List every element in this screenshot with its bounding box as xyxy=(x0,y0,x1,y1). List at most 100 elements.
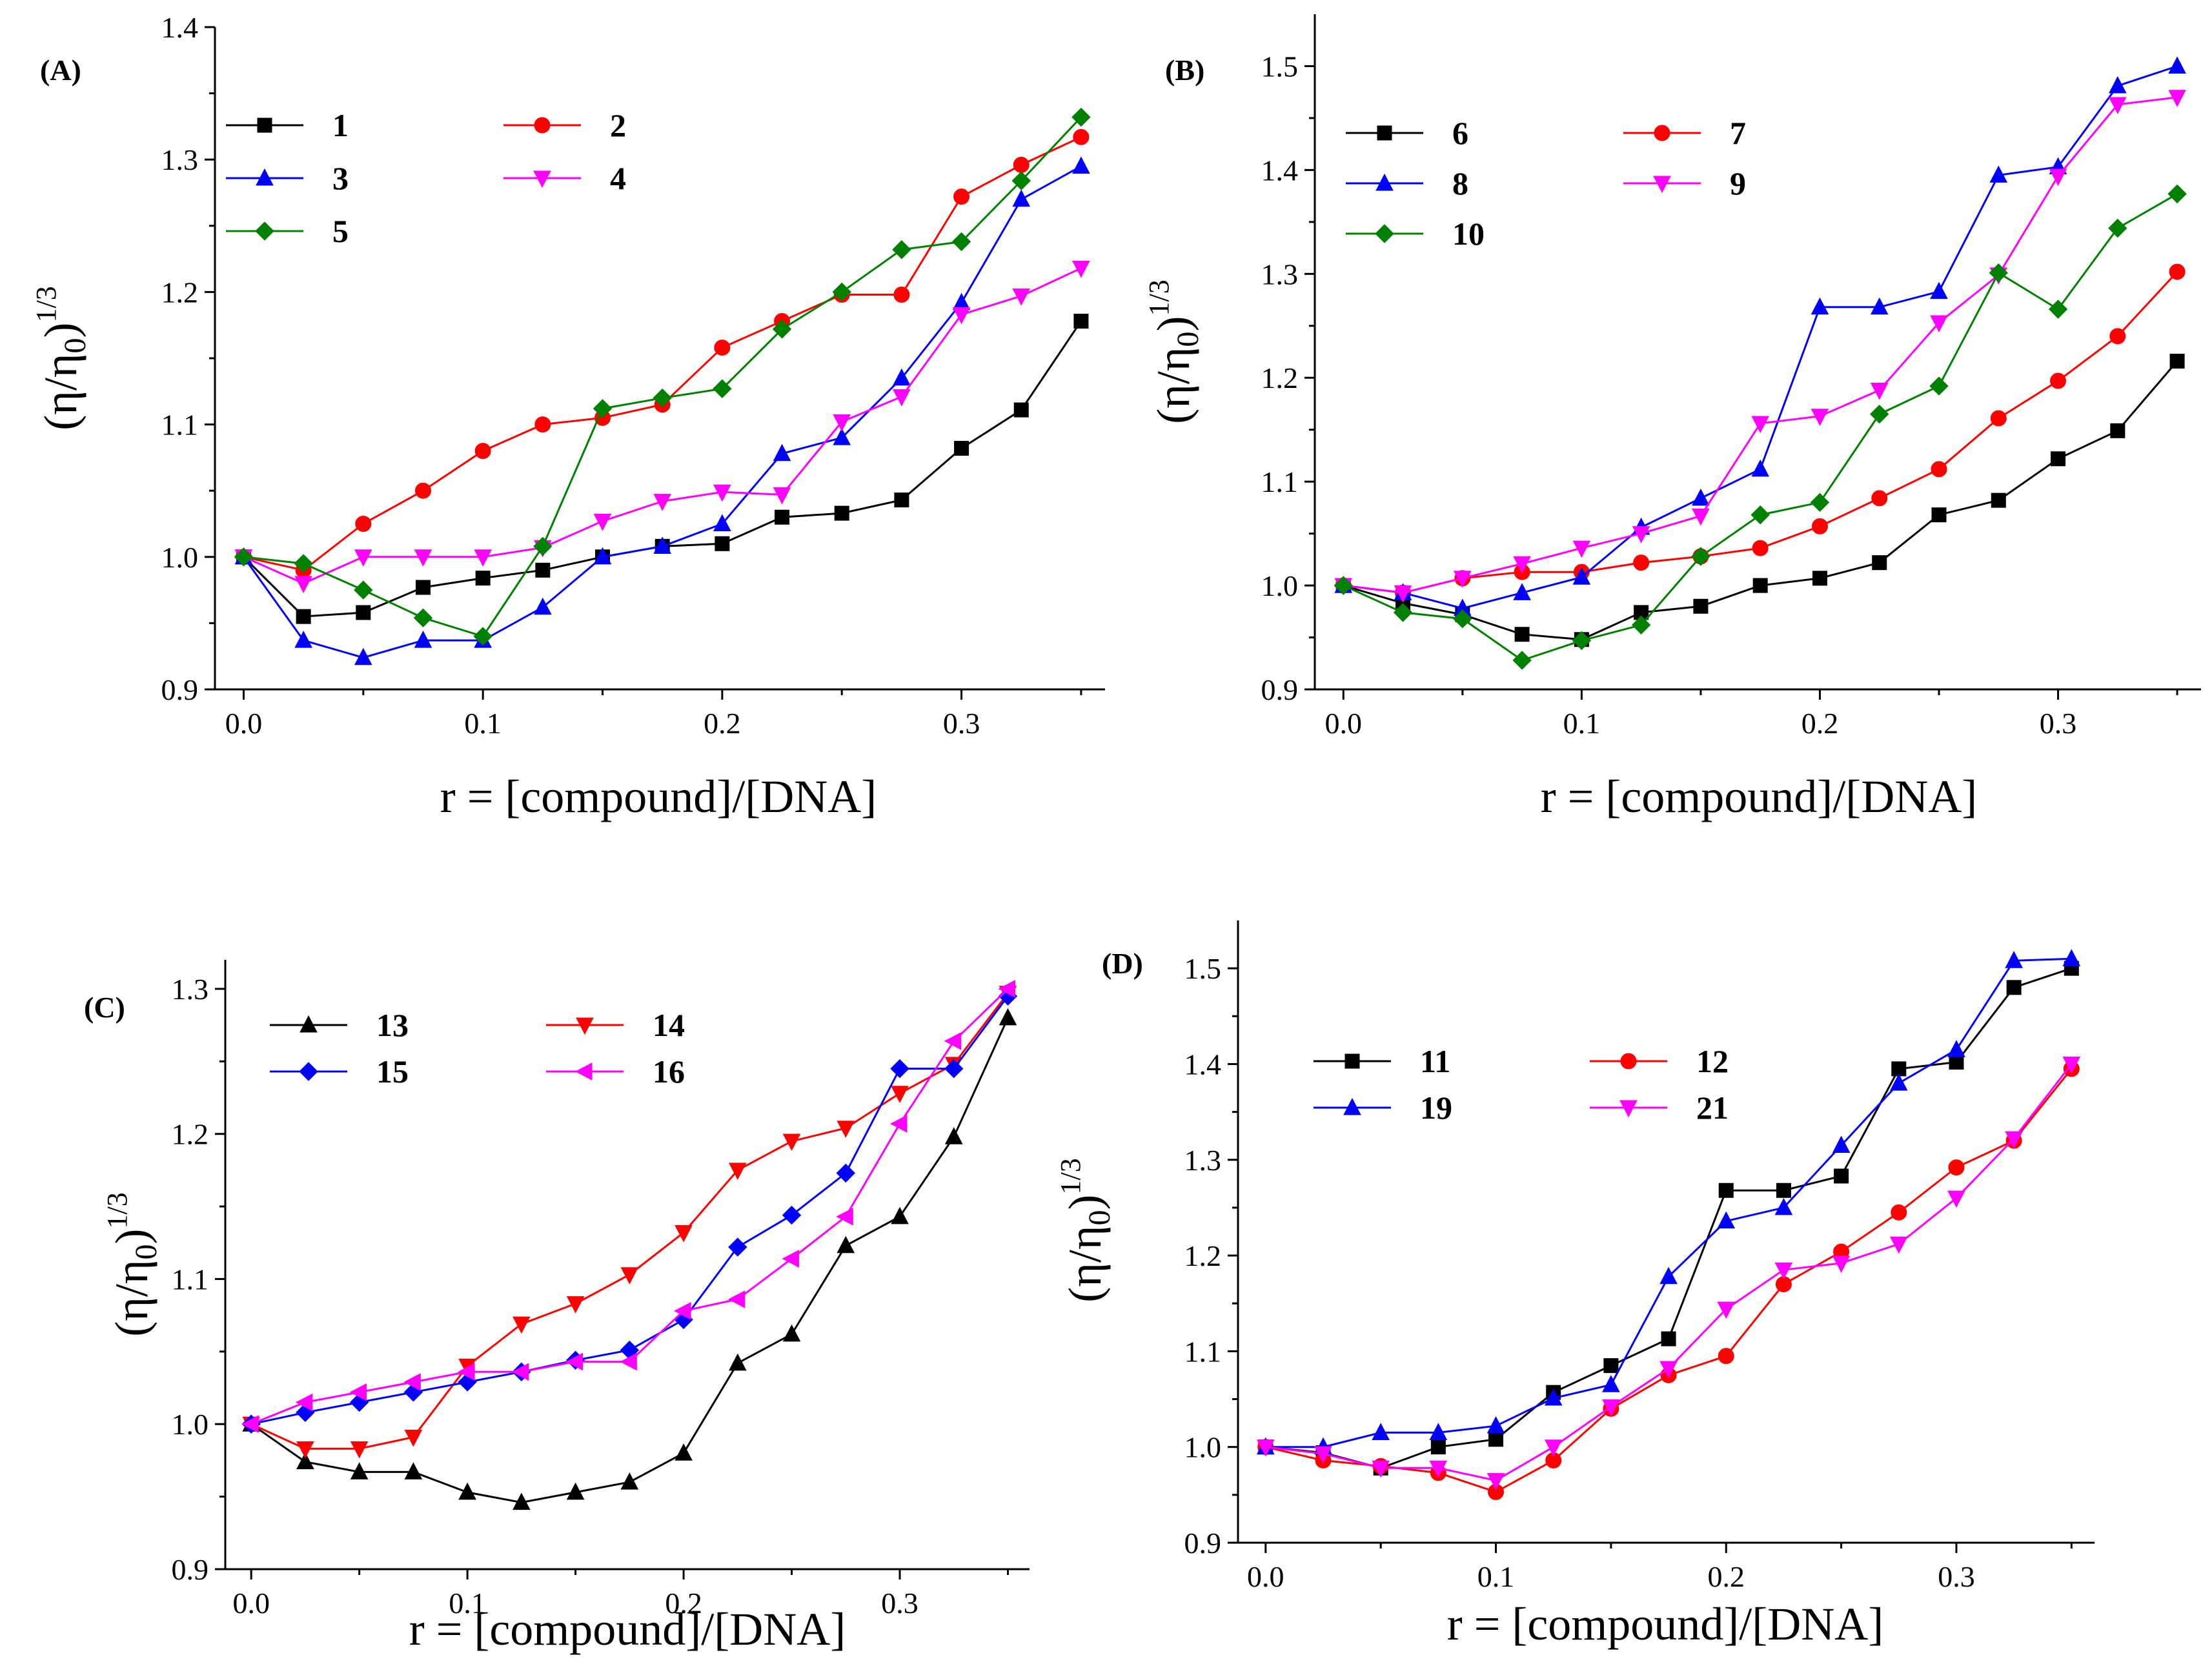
y-axis-title-superscript: 1/3 xyxy=(1143,279,1175,316)
data-point-3 xyxy=(653,536,672,554)
legend-item-1: 1 xyxy=(226,107,349,143)
data-point-3 xyxy=(893,368,911,386)
chart-panel-d: 0.0 0.1 0.2 0.3 0.9 1.0 1.1 1.2 1.3 1.4 1.5 (D) 11 12… xyxy=(1055,920,2095,1650)
data-point-21 xyxy=(2062,1056,2081,1074)
data-point-5 xyxy=(413,608,433,627)
legend-item-7: 7 xyxy=(1623,115,1746,151)
x-tick-label: 0.3 xyxy=(1938,1560,1975,1593)
panel-label: (A) xyxy=(40,54,81,86)
data-point-13 xyxy=(350,1462,369,1479)
legend-item-15: 15 xyxy=(270,1053,409,1090)
legend-marker xyxy=(1619,1100,1638,1118)
data-point-14 xyxy=(296,1441,314,1459)
data-point-2 xyxy=(355,516,372,532)
x-tick-label: 0.1 xyxy=(1477,1560,1515,1593)
y-tick-label: 1.1 xyxy=(1184,1335,1222,1368)
series-21 xyxy=(1256,1056,2081,1490)
data-point-7 xyxy=(1871,490,1888,507)
data-point-16 xyxy=(836,1208,853,1226)
y-tick-label: 1.2 xyxy=(172,1118,209,1151)
data-point-21 xyxy=(1256,1439,1275,1457)
legend-label: 5 xyxy=(332,213,349,249)
data-point-6 xyxy=(1991,493,2006,508)
x-tick-label: 0.2 xyxy=(1801,707,1839,740)
data-point-10 xyxy=(1691,547,1710,566)
data-point-10 xyxy=(1989,263,2008,283)
data-point-6 xyxy=(2051,451,2066,467)
data-point-19 xyxy=(1774,1197,1793,1215)
legend-marker xyxy=(533,170,551,188)
legend-marker xyxy=(1377,125,1392,141)
data-point-2 xyxy=(1013,156,1030,173)
data-point-14 xyxy=(404,1429,423,1447)
data-point-9 xyxy=(1454,571,1472,588)
y-tick-label: 1.3 xyxy=(161,143,199,176)
data-point-8 xyxy=(1811,297,1829,315)
data-point-11 xyxy=(1488,1432,1504,1447)
data-point-1 xyxy=(1073,314,1089,329)
data-point-13 xyxy=(404,1462,423,1479)
legend-label: 15 xyxy=(376,1053,409,1090)
y-tick-label: 1.4 xyxy=(161,11,199,44)
data-point-5 xyxy=(1071,107,1091,127)
data-point-9 xyxy=(1751,416,1770,434)
data-point-9 xyxy=(1513,556,1531,574)
data-point-5 xyxy=(713,379,732,398)
y-tick-label: 1.5 xyxy=(1184,952,1222,985)
data-point-2 xyxy=(415,482,432,499)
data-point-8 xyxy=(2108,76,2127,94)
data-point-6 xyxy=(2169,353,2185,369)
data-point-5 xyxy=(533,536,553,556)
data-point-15 xyxy=(890,1059,909,1079)
legend-label: 8 xyxy=(1452,165,1468,201)
data-point-19 xyxy=(2062,949,2081,966)
series-3 xyxy=(234,156,1090,665)
data-point-1 xyxy=(834,505,849,521)
legend-label: 7 xyxy=(1730,115,1746,151)
data-point-7 xyxy=(1931,461,1947,478)
y-axis-title-subscript: 0 xyxy=(129,1244,163,1259)
data-point-11 xyxy=(1603,1358,1619,1374)
data-point-10 xyxy=(1453,609,1472,629)
data-point-16 xyxy=(674,1302,691,1320)
data-point-5 xyxy=(1011,171,1031,190)
data-point-14 xyxy=(512,1316,531,1334)
legend-label: 13 xyxy=(376,1007,409,1043)
y-axis-title-close: ) xyxy=(1059,1194,1111,1210)
data-point-13 xyxy=(891,1206,909,1224)
data-point-13 xyxy=(999,1008,1017,1026)
data-point-4 xyxy=(294,576,312,593)
data-point-3 xyxy=(294,630,312,648)
x-axis-title: r = [compound]/[DNA] xyxy=(1447,1598,1883,1650)
x-tick-label: 0.3 xyxy=(943,707,980,740)
legend-label: 3 xyxy=(332,160,349,196)
legend-item-5: 5 xyxy=(226,213,349,249)
data-point-12 xyxy=(1891,1204,1907,1221)
data-point-14 xyxy=(566,1296,585,1314)
x-tick-label: 0.2 xyxy=(665,1587,702,1620)
data-point-1 xyxy=(475,571,491,586)
y-axis-title: (η/η0)1/3 xyxy=(1143,279,1205,424)
x-tick-label: 0.3 xyxy=(2040,707,2077,740)
data-point-2 xyxy=(893,287,910,303)
y-axis-title-close: ) xyxy=(35,322,86,338)
legend-item-3: 3 xyxy=(226,160,349,196)
x-tick-label: 0.0 xyxy=(1325,707,1363,740)
data-point-13 xyxy=(458,1482,476,1500)
y-axis-title-superscript: 1/3 xyxy=(30,286,62,322)
data-point-14 xyxy=(620,1267,639,1285)
data-point-3 xyxy=(773,443,791,462)
legend-label: 11 xyxy=(1420,1043,1450,1079)
data-point-13 xyxy=(782,1324,801,1342)
data-point-3 xyxy=(534,597,552,615)
y-tick-label: 1.5 xyxy=(1261,50,1299,83)
data-point-13 xyxy=(566,1482,585,1500)
chart-panel-c: 0.0 0.1 0.2 0.3 0.9 1.0 1.1 1.2 1.3 (C) 13 14 15 16 r … xyxy=(84,960,1030,1655)
x-tick-label: 0.1 xyxy=(1563,707,1601,740)
data-point-5 xyxy=(354,580,373,600)
data-point-10 xyxy=(1393,603,1413,622)
x-axis-title: r = [compound]/[DNA] xyxy=(409,1603,846,1655)
data-point-5 xyxy=(951,232,971,252)
y-tick-label: 0.9 xyxy=(161,673,199,706)
